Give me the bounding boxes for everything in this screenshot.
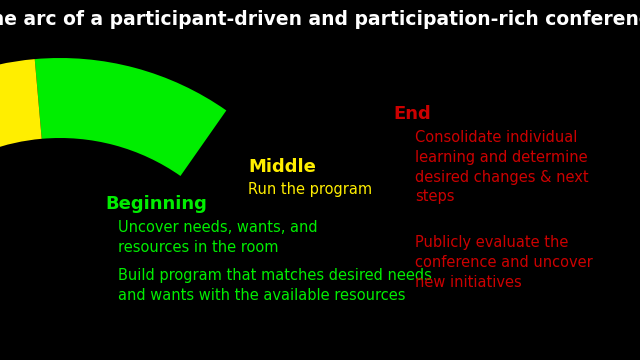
Text: Run the program: Run the program bbox=[248, 182, 372, 197]
Text: Uncover needs, wants, and
resources in the room: Uncover needs, wants, and resources in t… bbox=[118, 220, 317, 255]
Text: Middle: Middle bbox=[248, 158, 316, 176]
Wedge shape bbox=[0, 59, 42, 259]
Text: Beginning: Beginning bbox=[105, 195, 207, 213]
Wedge shape bbox=[35, 58, 227, 176]
Text: Consolidate individual
learning and determine
desired changes & next
steps: Consolidate individual learning and dete… bbox=[415, 130, 589, 204]
Text: The arc of a participant-driven and participation-rich conference: The arc of a participant-driven and part… bbox=[0, 10, 640, 29]
Text: Publicly evaluate the
conference and uncover
new initiatives: Publicly evaluate the conference and unc… bbox=[415, 235, 593, 289]
Text: End: End bbox=[393, 105, 431, 123]
Text: Build program that matches desired needs
and wants with the available resources: Build program that matches desired needs… bbox=[118, 268, 432, 303]
